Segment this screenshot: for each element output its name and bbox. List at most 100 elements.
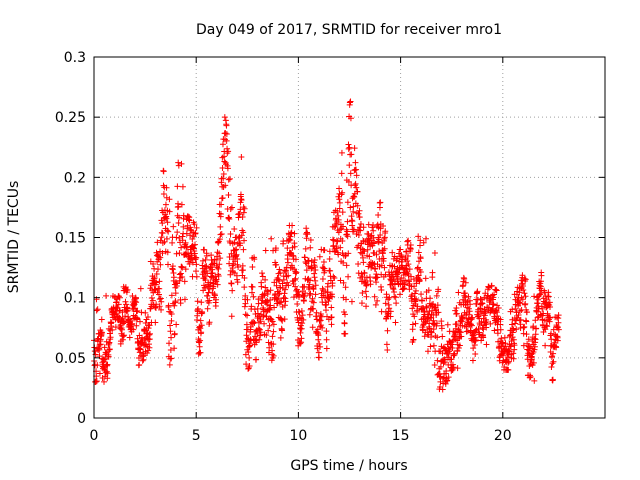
data-point [150, 261, 157, 268]
data-point [329, 236, 336, 243]
data-point [331, 275, 338, 282]
data-point [359, 289, 366, 296]
data-point [246, 342, 253, 349]
data-point [437, 363, 444, 370]
data-point [327, 267, 334, 274]
data-point [357, 249, 364, 256]
data-point [356, 207, 363, 214]
data-point [146, 336, 153, 343]
data-point [351, 145, 358, 152]
data-point [285, 282, 292, 289]
data-point [298, 325, 305, 332]
data-point [363, 293, 370, 300]
data-point [333, 245, 340, 252]
data-point [495, 304, 502, 311]
data-point [357, 227, 364, 234]
data-point [537, 290, 544, 297]
data-point [291, 243, 298, 250]
data-point [153, 252, 160, 259]
data-point [223, 137, 230, 144]
data-point [364, 246, 371, 253]
data-point [203, 252, 210, 259]
data-point [241, 274, 248, 281]
data-point [390, 286, 397, 293]
data-point [217, 255, 224, 262]
data-point [202, 273, 209, 280]
data-point [298, 308, 305, 315]
data-point [264, 297, 271, 304]
data-point [391, 263, 398, 270]
data-point [275, 291, 282, 298]
data-point [555, 312, 562, 319]
x-tick-label: 15 [392, 428, 410, 444]
data-point [277, 334, 284, 341]
data-point [245, 365, 252, 372]
data-point [182, 266, 189, 273]
data-point [101, 378, 108, 385]
data-point [352, 180, 359, 187]
data-point [249, 289, 256, 296]
data-point [427, 295, 434, 302]
data-point [280, 276, 287, 283]
data-point [382, 228, 389, 235]
y-tick-label: 0.3 [64, 50, 86, 66]
data-point [97, 341, 104, 348]
data-point [136, 361, 143, 368]
data-point [157, 254, 164, 261]
data-point [240, 267, 247, 274]
data-point [358, 300, 365, 307]
data-point [450, 364, 457, 371]
data-point [156, 296, 163, 303]
data-point [176, 277, 183, 284]
data-point [162, 201, 169, 208]
data-point [199, 257, 206, 264]
data-point [317, 343, 324, 350]
data-point [348, 151, 355, 158]
data-point [360, 224, 367, 231]
data-point [468, 322, 475, 329]
data-point [176, 235, 183, 242]
data-point [276, 266, 283, 273]
data-point [378, 287, 385, 294]
data-point [434, 334, 441, 341]
data-point [304, 231, 311, 238]
data-point [345, 250, 352, 257]
data-point [346, 162, 353, 169]
data-point [466, 308, 473, 315]
data-point [154, 239, 161, 246]
data-point [322, 307, 329, 314]
data-point [430, 317, 437, 324]
data-point [160, 168, 167, 175]
data-point [262, 276, 269, 283]
data-point [478, 318, 485, 325]
data-point [419, 297, 426, 304]
data-point [381, 245, 388, 252]
data-point [295, 288, 302, 295]
data-point [354, 188, 361, 195]
data-point [338, 170, 345, 177]
data-point [153, 301, 160, 308]
data-point [373, 279, 380, 286]
data-point [218, 230, 225, 237]
data-point [453, 310, 460, 317]
data-point [264, 288, 271, 295]
data-point [432, 306, 439, 313]
data-point [550, 358, 557, 365]
data-point [169, 239, 176, 246]
data-point [269, 333, 276, 340]
data-point [312, 277, 319, 284]
data-point [547, 314, 554, 321]
data-point [216, 261, 223, 268]
data-point [339, 223, 346, 230]
data-point [234, 256, 241, 263]
data-point [345, 273, 352, 280]
data-point [262, 247, 269, 254]
data-point [483, 324, 490, 331]
data-point [412, 287, 419, 294]
data-point [510, 355, 517, 362]
data-point [483, 318, 490, 325]
data-point [172, 290, 179, 297]
data-point [452, 307, 459, 314]
data-point [312, 291, 319, 298]
data-point [154, 266, 161, 273]
